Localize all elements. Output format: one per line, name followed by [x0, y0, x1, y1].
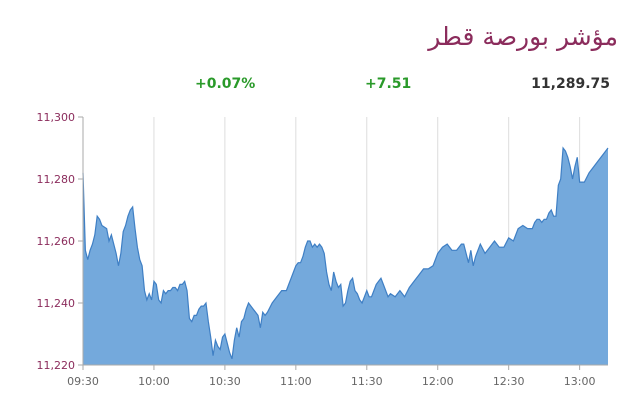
x-tick-label-1: 10:00	[138, 375, 170, 388]
x-tick-label-4: 11:30	[351, 375, 383, 388]
x-tick-label-5: 12:00	[422, 375, 454, 388]
change-percent: +0.07%	[195, 76, 256, 92]
x-tick-label-6: 12:30	[493, 375, 525, 388]
y-axis: 11,220 11,240 11,260 11,280 11,300	[37, 111, 83, 372]
x-tick-label-3: 11:00	[280, 375, 312, 388]
series-area-0	[83, 148, 608, 365]
y-tick-label-4: 11,300	[37, 111, 76, 124]
y-tick-label-0: 11,220	[37, 359, 76, 372]
y-tick-label-2: 11,260	[37, 235, 76, 248]
y-tick-label-1: 11,240	[37, 297, 76, 310]
x-tick-label-2: 10:30	[209, 375, 241, 388]
x-tick-label-0: 09:30	[67, 375, 99, 388]
change-points: +7.51	[365, 76, 412, 92]
chart-title: مؤشر بورصة قطر	[428, 22, 618, 51]
series-line-0	[82, 146, 609, 360]
x-axis: 09:30 10:00 10:30 11:00 11:30 12:00 12:30 13:00	[67, 365, 595, 388]
x-tick-label-7: 13:00	[564, 375, 596, 388]
plot-area	[82, 146, 609, 365]
last-value: 11,289.75	[531, 76, 610, 92]
y-tick-label-3: 11,280	[37, 173, 76, 186]
